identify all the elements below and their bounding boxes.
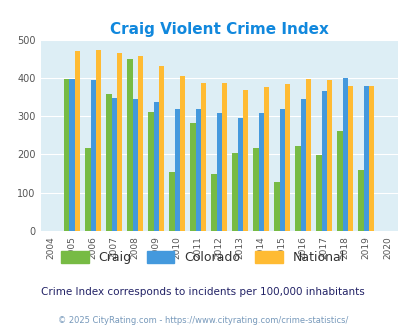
Bar xyxy=(190,123,195,231)
Bar xyxy=(315,155,321,231)
Bar xyxy=(242,90,247,231)
Bar xyxy=(253,148,258,231)
Text: Crime Index corresponds to incidents per 100,000 inhabitants: Crime Index corresponds to incidents per… xyxy=(41,287,364,297)
Bar xyxy=(85,148,90,231)
Bar xyxy=(75,51,80,231)
Bar xyxy=(153,102,158,231)
Bar xyxy=(284,84,290,231)
Bar xyxy=(211,174,216,231)
Bar xyxy=(300,99,305,231)
Bar xyxy=(274,182,279,231)
Bar xyxy=(179,76,185,231)
Bar xyxy=(326,80,331,231)
Bar xyxy=(195,109,200,231)
Title: Craig Violent Crime Index: Craig Violent Crime Index xyxy=(109,22,328,37)
Bar xyxy=(127,59,132,231)
Bar xyxy=(263,87,269,231)
Bar xyxy=(200,83,206,231)
Bar xyxy=(363,85,368,231)
Bar xyxy=(64,79,69,231)
Bar xyxy=(368,86,373,231)
Legend: Craig, Colorado, National: Craig, Colorado, National xyxy=(56,246,349,269)
Bar xyxy=(305,79,310,231)
Bar xyxy=(221,83,226,231)
Bar xyxy=(174,109,179,231)
Bar xyxy=(158,66,164,231)
Bar xyxy=(69,79,75,231)
Bar xyxy=(321,91,326,231)
Bar xyxy=(90,80,96,231)
Bar xyxy=(358,170,363,231)
Bar xyxy=(237,118,242,231)
Bar xyxy=(169,173,174,231)
Bar xyxy=(148,112,153,231)
Bar xyxy=(258,113,263,231)
Bar xyxy=(295,147,300,231)
Bar xyxy=(342,78,347,231)
Text: © 2025 CityRating.com - https://www.cityrating.com/crime-statistics/: © 2025 CityRating.com - https://www.city… xyxy=(58,315,347,325)
Bar xyxy=(96,50,101,231)
Bar xyxy=(216,113,221,231)
Bar xyxy=(232,152,237,231)
Bar xyxy=(279,109,284,231)
Bar xyxy=(137,56,143,231)
Bar xyxy=(111,98,117,231)
Bar xyxy=(117,52,122,231)
Bar xyxy=(347,86,352,231)
Bar xyxy=(337,131,342,231)
Bar xyxy=(132,99,137,231)
Bar xyxy=(106,94,111,231)
